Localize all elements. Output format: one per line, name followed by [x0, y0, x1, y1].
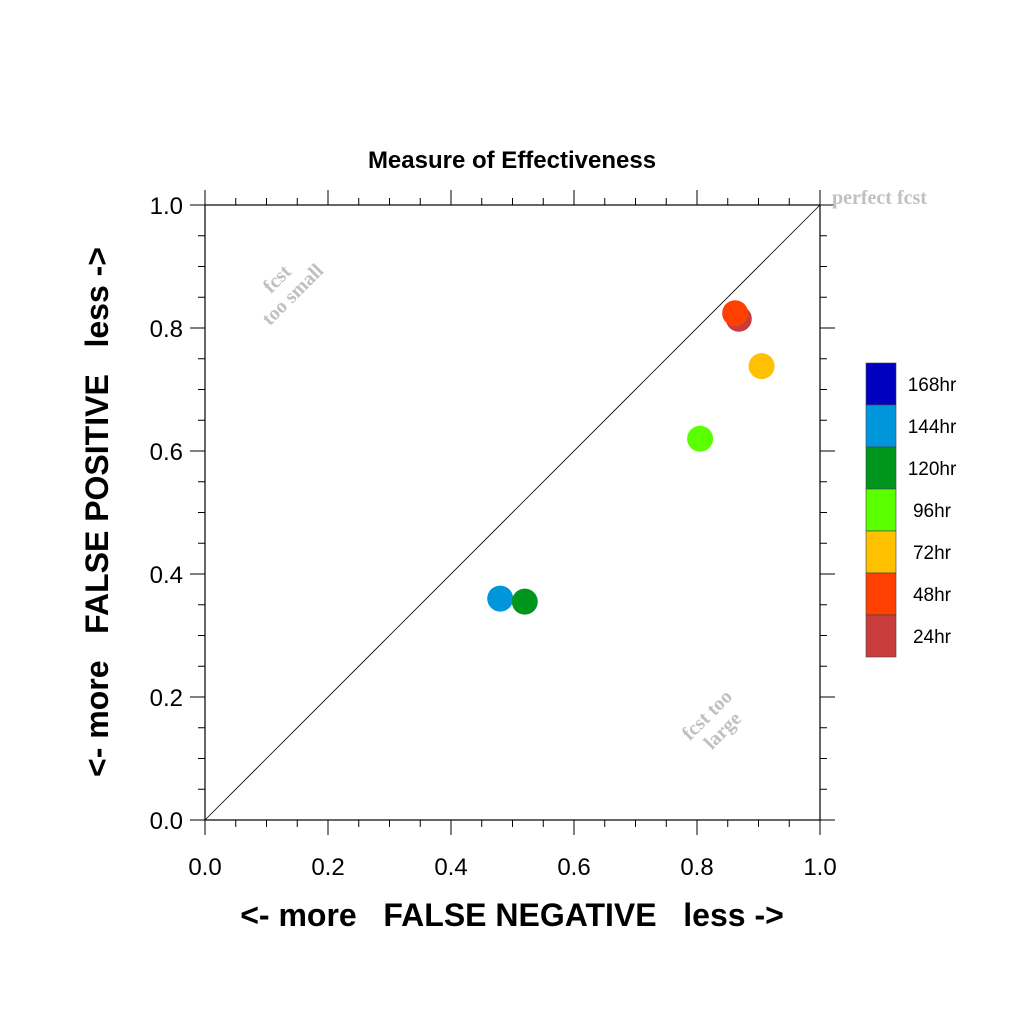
x-tick-label: 0.4: [434, 854, 467, 881]
legend-swatch-24hr: [865, 614, 897, 658]
data-points: [487, 300, 775, 615]
chart-title: Measure of Effectiveness: [368, 147, 656, 174]
legend-label-72hr: 72hr: [913, 543, 952, 564]
legend-label-120hr: 120hr: [908, 459, 957, 480]
legend-label-96hr: 96hr: [913, 501, 952, 522]
x-tick-labels: 0.0 0.2 0.4 0.6 0.8 1.0: [188, 854, 836, 881]
point-72hr: [748, 353, 775, 380]
legend-swatch-96hr: [865, 488, 897, 532]
legend-label-144hr: 144hr: [908, 417, 957, 438]
point-144hr: [487, 585, 514, 612]
legend: 168hr 144hr 120hr 96hr 72hr 48hr 24hr: [865, 362, 957, 658]
x-tick-label: 0.0: [188, 854, 221, 881]
legend-swatch-72hr: [865, 530, 897, 574]
axis-ticks: [190, 190, 835, 835]
x-tick-label: 1.0: [803, 854, 836, 881]
y-axis-label: <- more FALSE POSITIVE less ->: [79, 247, 115, 777]
diagonal-line: [204, 204, 821, 821]
y-tick-label: 0.4: [150, 562, 183, 589]
y-tick-label: 0.0: [150, 808, 183, 835]
legend-label-48hr: 48hr: [913, 585, 952, 606]
legend-label-24hr: 24hr: [913, 627, 952, 648]
x-tick-label: 0.6: [557, 854, 590, 881]
too-small-line-2: too small: [258, 259, 328, 329]
point-96hr: [687, 425, 714, 452]
point-120hr: [511, 588, 538, 615]
y-tick-label: 1.0: [150, 193, 183, 220]
legend-label-168hr: 168hr: [908, 375, 957, 396]
x-tick-label: 0.2: [311, 854, 344, 881]
y-tick-label: 0.2: [150, 685, 183, 712]
y-tick-labels: 0.0 0.2 0.4 0.6 0.8 1.0: [150, 193, 183, 835]
y-tick-label: 0.8: [150, 316, 183, 343]
legend-swatch-168hr: [865, 362, 897, 406]
too-small-annotation: fcst too small: [258, 259, 328, 329]
perfect-fcst-annotation: perfect fcst: [832, 187, 927, 209]
legend-swatch-48hr: [865, 572, 897, 616]
x-tick-label: 0.8: [680, 854, 713, 881]
legend-swatch-144hr: [865, 404, 897, 448]
point-48hr: [722, 300, 749, 327]
y-tick-label: 0.6: [150, 439, 183, 466]
x-axis-label: <- more FALSE NEGATIVE less ->: [240, 897, 784, 933]
too-large-annotation: fcst too large: [678, 686, 746, 754]
legend-swatch-120hr: [865, 446, 897, 490]
